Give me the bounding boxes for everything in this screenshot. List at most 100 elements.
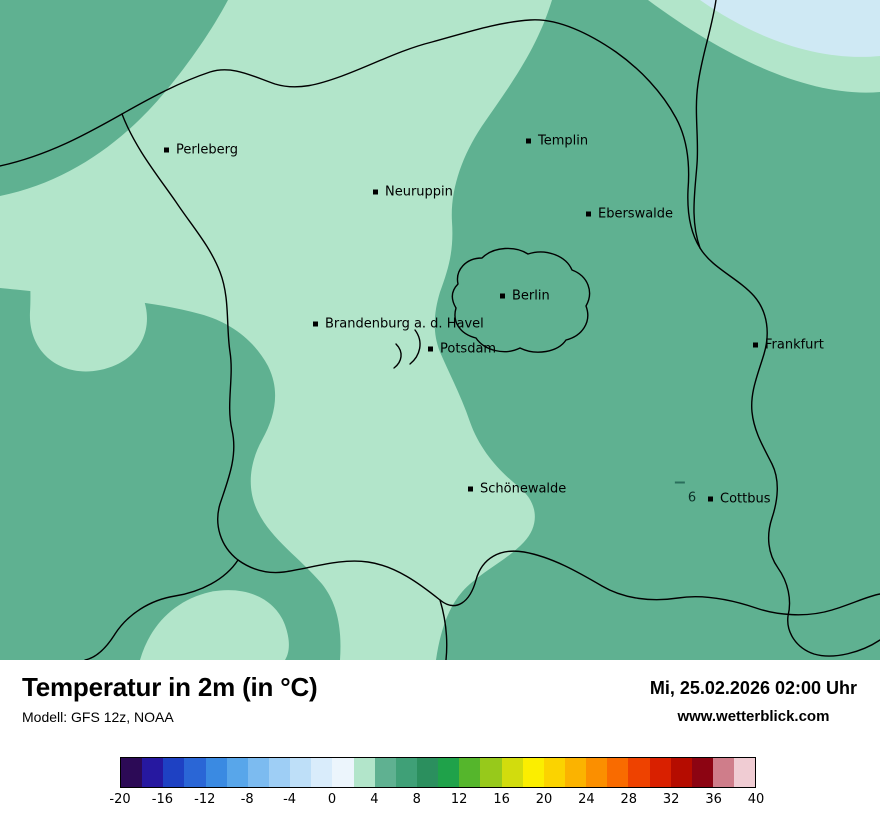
scale-tick-label: 20 bbox=[535, 792, 553, 807]
map-canvas bbox=[0, 0, 880, 660]
scale-segment bbox=[184, 758, 206, 787]
city-marker-brandenburg-a-d-havel: Brandenburg a. d. Havel bbox=[313, 317, 484, 332]
scale-segment bbox=[438, 758, 460, 787]
scale-segment bbox=[734, 758, 756, 787]
scale-tick-label: 12 bbox=[450, 792, 468, 807]
city-marker-sch-newalde: Schönewalde bbox=[468, 482, 566, 497]
city-dot bbox=[313, 321, 318, 327]
city-marker-cottbus: Cottbus bbox=[708, 492, 771, 507]
scale-segment bbox=[586, 758, 608, 787]
scale-segment bbox=[712, 758, 735, 787]
border-north bbox=[0, 19, 701, 249]
footer-header: Temperatur in 2m (in °C) Modell: GFS 12z… bbox=[0, 660, 880, 725]
region-cool-bottom-left bbox=[140, 590, 289, 660]
region-water-corner bbox=[700, 0, 880, 57]
region-cool-main bbox=[0, 0, 552, 660]
city-marker-frankfurt: Frankfurt bbox=[753, 338, 824, 353]
footer-right: Mi, 25.02.2026 02:00 Uhr www.wetterblick… bbox=[650, 673, 857, 725]
city-dot bbox=[708, 496, 713, 502]
scale-segment bbox=[564, 758, 587, 787]
city-marker-neuruppin: Neuruppin bbox=[373, 185, 453, 200]
scale-segment bbox=[628, 758, 650, 787]
city-dot bbox=[526, 138, 531, 144]
scale-segment bbox=[543, 758, 565, 787]
scale-tick-label: 4 bbox=[370, 792, 379, 807]
city-label: Neuruppin bbox=[385, 184, 453, 200]
scale-segment bbox=[163, 758, 185, 787]
scale-segment bbox=[395, 758, 417, 787]
scale-tick-label: 28 bbox=[620, 792, 638, 807]
forecast-datetime: Mi, 25.02.2026 02:00 Uhr bbox=[649, 678, 857, 698]
scale-segment bbox=[268, 758, 291, 787]
temperature-scale-ticks: -20 -16 -12 -8 -4 0 4 8 12 16 20 24 28 32 36 40 bbox=[109, 792, 764, 808]
border-west bbox=[121, 113, 239, 561]
scale-segment bbox=[311, 758, 333, 787]
marker-dash-icon bbox=[674, 481, 685, 484]
scale-tick-label: -12 bbox=[194, 792, 216, 807]
city-label: Frankfurt bbox=[765, 337, 824, 353]
scale-segment bbox=[670, 758, 692, 787]
scale-segment bbox=[205, 758, 227, 787]
website-link[interactable]: www.wetterblick.com bbox=[677, 708, 830, 725]
scale-segment bbox=[416, 758, 439, 787]
river-havel bbox=[393, 329, 421, 369]
scale-segment bbox=[480, 758, 502, 787]
scale-segment bbox=[607, 758, 629, 787]
scale-segment bbox=[501, 758, 523, 787]
map-footer: Temperatur in 2m (in °C) Modell: GFS 12z… bbox=[0, 660, 880, 830]
temperature-value: 6 bbox=[687, 490, 697, 506]
city-label: Schönewalde bbox=[480, 481, 567, 497]
scale-tick-label: 0 bbox=[327, 792, 337, 807]
city-dot bbox=[586, 211, 591, 217]
city-marker-perleberg: Perleberg bbox=[164, 143, 238, 158]
city-label: Brandenburg a. d. Havel bbox=[325, 316, 484, 332]
city-label: Eberswalde bbox=[598, 206, 674, 222]
scale-tick-label: 24 bbox=[578, 792, 595, 807]
region-cool-west-blob bbox=[29, 259, 147, 372]
scale-segment bbox=[247, 758, 269, 787]
temperature-map: Perleberg Neuruppin Templin Eberswalde Berli… bbox=[0, 0, 880, 660]
scale-tick-label: 32 bbox=[662, 792, 680, 807]
scale-segment bbox=[121, 758, 143, 787]
scale-segment bbox=[691, 758, 713, 787]
city-marker-potsdam: Potsdam bbox=[428, 342, 496, 357]
city-label: Templin bbox=[538, 133, 589, 149]
temperature-value-marker: 6 bbox=[674, 481, 697, 506]
temperature-colorbar bbox=[120, 757, 756, 788]
model-info: Modell: GFS 12z, NOAA bbox=[22, 708, 174, 725]
temperature-scale: -20 -16 -12 -8 -4 0 4 8 12 16 20 24 28 32 36 40 bbox=[109, 757, 764, 808]
map-title: Temperatur in 2m (in °C) bbox=[22, 672, 318, 702]
scale-tick-label: -16 bbox=[151, 792, 174, 807]
city-marker-templin: Templin bbox=[526, 134, 588, 149]
city-dot bbox=[468, 486, 473, 492]
scale-segment bbox=[374, 758, 396, 787]
scale-tick-label: 8 bbox=[412, 792, 421, 807]
city-marker-berlin: Berlin bbox=[500, 289, 550, 304]
city-label: Perleberg bbox=[176, 142, 238, 158]
scale-segment bbox=[290, 758, 312, 787]
scale-segment bbox=[649, 758, 671, 787]
city-marker-eberswalde: Eberswalde bbox=[586, 207, 673, 222]
scale-segment bbox=[332, 758, 354, 787]
scale-segment bbox=[226, 758, 248, 787]
scale-tick-label: 40 bbox=[747, 792, 765, 807]
scale-tick-label: -4 bbox=[283, 792, 297, 807]
border-south-branch bbox=[439, 599, 448, 660]
scale-tick-label: 16 bbox=[493, 792, 510, 807]
city-dot bbox=[164, 147, 169, 153]
border-east-oder bbox=[693, 0, 880, 657]
city-label: Berlin bbox=[512, 288, 550, 304]
city-label: Cottbus bbox=[720, 491, 771, 507]
scale-tick-label: -8 bbox=[240, 792, 254, 807]
border-berlin bbox=[451, 247, 591, 353]
scale-tick-label: 36 bbox=[705, 792, 722, 807]
border-southwest bbox=[84, 559, 239, 660]
city-dot bbox=[500, 293, 505, 299]
scale-segment bbox=[459, 758, 481, 787]
scale-tick-label: -20 bbox=[109, 792, 131, 807]
scale-segment bbox=[522, 758, 544, 787]
city-dot bbox=[428, 346, 433, 352]
border-south bbox=[237, 550, 880, 616]
city-label: Potsdam bbox=[440, 341, 497, 357]
